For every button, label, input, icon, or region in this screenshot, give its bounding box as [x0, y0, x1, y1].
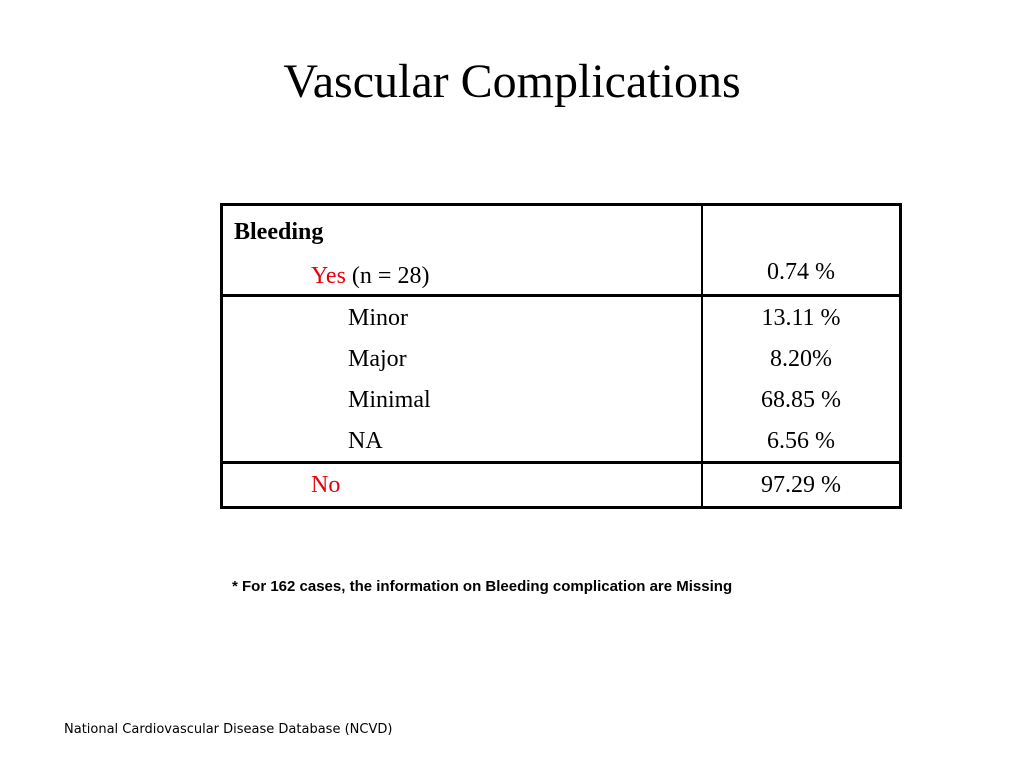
list-item: Minor	[348, 305, 408, 331]
list-item: NA	[348, 428, 383, 454]
slide-title: Vascular Complications	[283, 55, 741, 108]
list-item: Major	[348, 346, 407, 372]
list-item: 68.85 %	[761, 387, 841, 413]
bleeding-header: Bleeding	[234, 219, 324, 245]
list-item: 8.20%	[770, 346, 832, 372]
no-label: No	[311, 472, 341, 498]
bleeding-table: Bleeding Yes (n = 28) 0.74 % Minor Major…	[220, 203, 902, 509]
list-item: 6.56 %	[767, 428, 835, 454]
header-cell: Bleeding Yes (n = 28)	[221, 204, 703, 297]
yes-count: (n = 28)	[345, 263, 430, 289]
subcategory-value-cell: 13.11 % 8.20% 68.85 % 6.56 %	[702, 295, 901, 466]
yes-value: 0.74 %	[767, 259, 835, 285]
subcategory-label-cell: Minor Major Minimal NA	[221, 295, 703, 466]
list-item: 13.11 %	[761, 305, 841, 331]
yes-row-label: Yes (n = 28)	[311, 260, 429, 292]
subcategory-values: 13.11 % 8.20% 68.85 % 6.56 %	[703, 302, 899, 466]
no-value: 97.29 %	[761, 472, 841, 498]
no-label-cell: No	[221, 462, 703, 508]
list-item: Minimal	[348, 387, 431, 413]
header-value-cell: 0.74 %	[702, 204, 901, 297]
no-value-cell: 97.29 %	[702, 463, 901, 508]
table-row-header: Bleeding Yes (n = 28) 0.74 %	[221, 204, 901, 297]
yes-label: Yes	[311, 263, 346, 289]
subcategory-labels: Minor Major Minimal NA	[348, 302, 431, 466]
footnote: * For 162 cases, the information on Blee…	[232, 578, 733, 595]
table-row-no: No 97.29 %	[221, 462, 901, 508]
table-row-subcategories: Minor Major Minimal NA 13.11 % 8.20% 68.…	[221, 295, 901, 466]
source-label: National Cardiovascular Disease Database…	[64, 722, 393, 737]
